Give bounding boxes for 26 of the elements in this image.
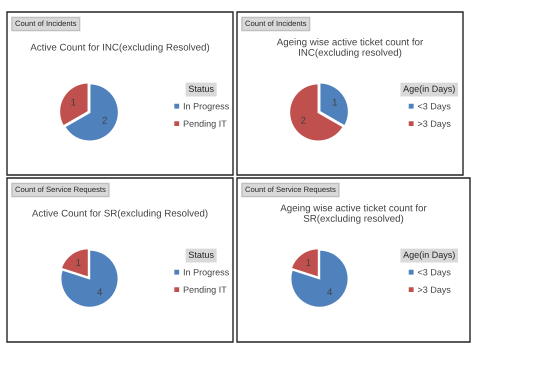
- legend-label: Pending IT: [184, 286, 227, 295]
- legend-label: Pending IT: [184, 120, 227, 129]
- pie-slice: [290, 249, 350, 308]
- legend-title: Status: [188, 86, 214, 92]
- legend-label: <3 Days: [418, 269, 451, 278]
- data-label: 4: [97, 288, 102, 296]
- data-label: 1: [306, 259, 311, 266]
- legend-title: Age(in Days): [403, 251, 455, 260]
- pie-slice: [60, 249, 120, 308]
- data-label: 1: [332, 98, 337, 106]
- chart-title: Ageing wise active ticket count for SR(excluding resolved): [280, 204, 427, 224]
- legend-label: In Progress: [184, 269, 229, 278]
- data-label: 4: [327, 288, 332, 296]
- data-label: 2: [102, 116, 107, 124]
- legend-label: <3 Days: [418, 103, 451, 112]
- data-label: 1: [76, 259, 81, 266]
- chart-title: Ageing wise active ticket count for INC(excluding resolved): [276, 38, 424, 58]
- legend-label: >3 Days: [418, 120, 451, 129]
- data-label: 2: [301, 116, 306, 124]
- chart-title: Active Count for SR(excluding Resolved): [32, 209, 208, 219]
- chart-title: Active Count for INC(excluding Resolved): [30, 43, 210, 53]
- legend-label: >3 Days: [418, 286, 451, 295]
- legend-title: Age(in Days): [403, 85, 455, 94]
- data-label: 1: [71, 98, 76, 106]
- legend-label: In Progress: [184, 103, 229, 112]
- legend-title: Status: [188, 252, 214, 258]
